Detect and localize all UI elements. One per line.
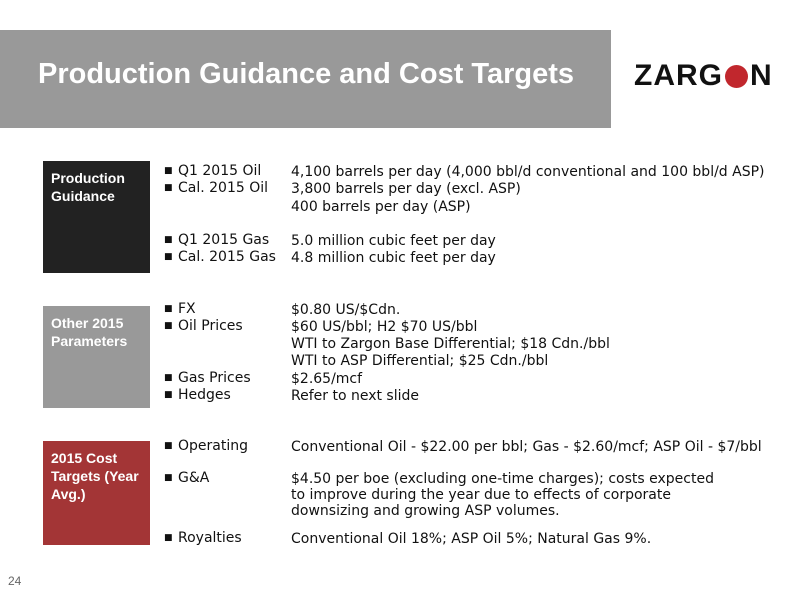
bullet-icon: ■ xyxy=(164,373,173,383)
bullet-icon: ■ xyxy=(164,252,173,262)
item-value: 4.8 million cubic feet per day xyxy=(291,250,496,266)
production-guidance-heading: Production Guidance xyxy=(43,161,150,273)
item-value: Conventional Oil 18%; ASP Oil 5%; Natura… xyxy=(291,531,652,547)
logo-text-left: ZARG xyxy=(634,59,723,92)
company-logo: ZARG N xyxy=(634,59,773,92)
bullet-icon: ■ xyxy=(164,235,173,245)
bullet-icon: ■ xyxy=(164,304,173,314)
item-value: WTI to Zargon Base Differential; $18 Cdn… xyxy=(291,336,610,352)
item-value: 400 barrels per day (ASP) xyxy=(291,199,471,215)
logo-circle-icon xyxy=(725,64,748,88)
cost-targets-heading: 2015 Cost Targets (Year Avg.) xyxy=(43,441,150,545)
bullet-icon: ■ xyxy=(164,441,173,451)
item-value: 4,100 barrels per day (4,000 bbl/d conve… xyxy=(291,164,765,180)
item-value: $0.80 US/$Cdn. xyxy=(291,302,401,318)
page-number: 24 xyxy=(8,574,22,588)
parameters-heading: Other 2015 Parameters xyxy=(43,306,150,408)
page-title: Production Guidance and Cost Targets xyxy=(38,58,575,90)
title-bar xyxy=(0,30,611,128)
bullet-icon: ■ xyxy=(164,321,173,331)
bullet-icon: ■ xyxy=(164,183,173,193)
item-value: 5.0 million cubic feet per day xyxy=(291,233,496,249)
item-value: $60 US/bbl; H2 $70 US/bbl xyxy=(291,319,478,335)
item-value: Conventional Oil - $22.00 per bbl; Gas -… xyxy=(291,439,762,455)
bullet-icon: ■ xyxy=(164,473,173,483)
bullet-icon: ■ xyxy=(164,390,173,400)
item-value: Refer to next slide xyxy=(291,388,420,404)
item-value: $4.50 per boe (excluding one-time charge… xyxy=(291,471,714,519)
item-value: WTI to ASP Differential; $25 Cdn./bbl xyxy=(291,353,549,369)
item-value: 3,800 barrels per day (excl. ASP) xyxy=(291,181,521,197)
bullet-icon: ■ xyxy=(164,166,173,176)
item-value: $2.65/mcf xyxy=(291,371,363,387)
bullet-icon: ■ xyxy=(164,533,173,543)
logo-text-right: N xyxy=(750,59,773,92)
